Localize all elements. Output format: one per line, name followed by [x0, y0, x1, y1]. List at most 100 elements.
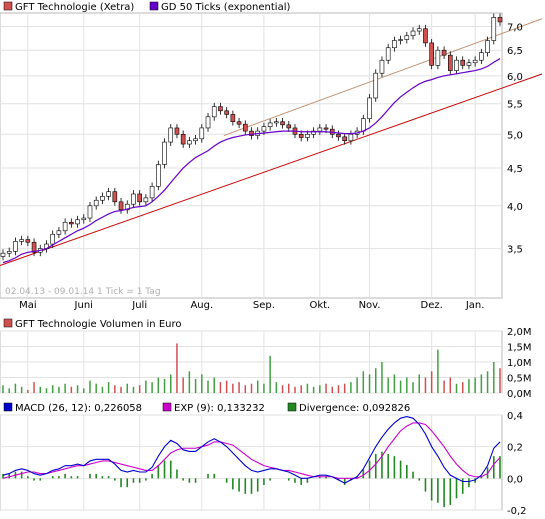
- macd-y-tick: 0,4: [507, 411, 523, 422]
- volume-y-tick: 1,0M: [507, 358, 532, 369]
- divergence-legend-swatch: [287, 402, 297, 412]
- x-tick-label: Nov.: [359, 300, 381, 311]
- candle-body: [454, 59, 459, 71]
- candle-body: [100, 196, 105, 201]
- candle-body: [19, 239, 24, 242]
- candle-body: [118, 201, 124, 211]
- candle-body: [485, 40, 490, 53]
- macd-line: [2, 416, 501, 484]
- candle-body: [224, 110, 229, 115]
- candle-body: [410, 30, 416, 37]
- candle-body: [305, 133, 310, 138]
- candle-body: [242, 123, 248, 132]
- candle-body: [435, 49, 441, 66]
- price-y-tick: 6,0: [507, 72, 523, 83]
- volume-bars: [2, 343, 501, 393]
- macd-legend: MACD (26, 12): 0,226058 EXP (9): 0,13323…: [3, 402, 410, 414]
- x-tick-label: Okt.: [309, 300, 330, 311]
- volume-panel: 0,0M 0,5M 1,0M 1,5M 2,0M: [0, 327, 532, 400]
- price-legend: GFT Technologie (Xetra) GD 50 Ticks (exp…: [3, 1, 290, 13]
- candle-body: [31, 241, 37, 253]
- candle-body: [199, 127, 205, 140]
- x-tick-label: Dez.: [421, 300, 443, 311]
- macd-legend-label: MACD (26, 12): 0,226058: [15, 403, 142, 414]
- candle-body: [261, 126, 267, 132]
- x-tick-label: Aug.: [190, 300, 213, 311]
- candle-body: [230, 114, 236, 123]
- candle-body: [93, 199, 99, 207]
- x-tick-label: Sep.: [253, 300, 275, 311]
- macd-panel: -0,2 0,0 0,2 0,4: [0, 411, 527, 517]
- ema-50-line: [2, 58, 501, 264]
- candle-body: [497, 17, 503, 23]
- macd-y-tick: 0,2: [507, 443, 523, 454]
- price-y-tick: 5,0: [507, 130, 523, 141]
- volume-y-axis: 0,0M 0,5M 1,0M 1,5M 2,0M: [507, 327, 532, 400]
- price-legend-label: GFT Technologie (Xetra): [15, 2, 134, 13]
- candle-body: [205, 116, 211, 129]
- candle-body: [298, 133, 304, 138]
- candle-body: [379, 59, 385, 74]
- price-plot-area: [0, 12, 503, 299]
- price-grid: [0, 13, 502, 298]
- volume-legend: GFT Technologie Volumen in Euro: [3, 318, 182, 330]
- candle-body: [180, 133, 186, 145]
- candle-body: [404, 35, 410, 40]
- candle-body: [187, 140, 192, 145]
- price-y-tick: 4,0: [507, 202, 523, 213]
- price-candles: [0, 13, 503, 261]
- candle-body: [25, 239, 31, 243]
- volume-y-tick: 2,0M: [507, 327, 532, 338]
- volume-y-tick: 1,5M: [507, 343, 532, 354]
- candle-body: [143, 197, 149, 203]
- price-y-tick: 4,5: [507, 164, 523, 175]
- candle-body: [267, 122, 273, 127]
- candle-body: [137, 193, 142, 203]
- exp-legend-label: EXP (9): 0,133232: [174, 403, 265, 414]
- candle-body: [168, 127, 174, 143]
- price-legend-swatch: [3, 1, 13, 11]
- x-tick-label: Jan.: [465, 300, 485, 311]
- volume-legend-swatch: [3, 318, 13, 328]
- candle-body: [323, 127, 329, 130]
- candle-body: [373, 72, 379, 99]
- candle-body: [342, 136, 347, 142]
- macd-y-tick: 0,0: [507, 474, 523, 485]
- candle-body: [367, 97, 372, 119]
- x-tick-label: Juli: [131, 300, 147, 311]
- macd-y-tick: -0,2: [507, 506, 527, 515]
- candle-body: [62, 221, 68, 232]
- time-x-axis: Mai Juni Juli Aug. Sep. Okt. Nov. Dez. Jan.: [19, 300, 484, 311]
- trend-line: [0, 73, 543, 266]
- candle-body: [112, 191, 118, 203]
- candle-body: [81, 217, 87, 221]
- candle-body: [274, 121, 279, 124]
- candle-body: [156, 164, 161, 187]
- ema-legend-label: GD 50 Ticks (exponential): [161, 2, 290, 13]
- candle-body: [106, 191, 111, 197]
- candle-body: [50, 233, 56, 245]
- candle-body: [466, 62, 472, 66]
- candle-body: [87, 205, 93, 219]
- candle-body: [311, 130, 316, 135]
- candle-body: [131, 193, 136, 205]
- candle-body: [317, 127, 323, 132]
- candle-body: [441, 49, 447, 56]
- candle-body: [423, 28, 428, 44]
- candle-body: [174, 127, 180, 135]
- candle-body: [193, 138, 198, 142]
- candle-body: [56, 230, 62, 235]
- price-trend-lines: [0, 18, 543, 266]
- trend-line: [223, 18, 543, 137]
- candle-body: [429, 42, 434, 66]
- price-y-tick: 6,5: [507, 46, 523, 57]
- candle-body: [0, 252, 6, 257]
- candle-body: [472, 59, 478, 64]
- candle-body: [336, 133, 341, 138]
- candle-body: [236, 121, 242, 125]
- candle-body: [75, 219, 80, 225]
- candle-body: [6, 251, 12, 254]
- price-y-tick: 3,5: [507, 245, 523, 256]
- macd-plot-area: [0, 414, 503, 511]
